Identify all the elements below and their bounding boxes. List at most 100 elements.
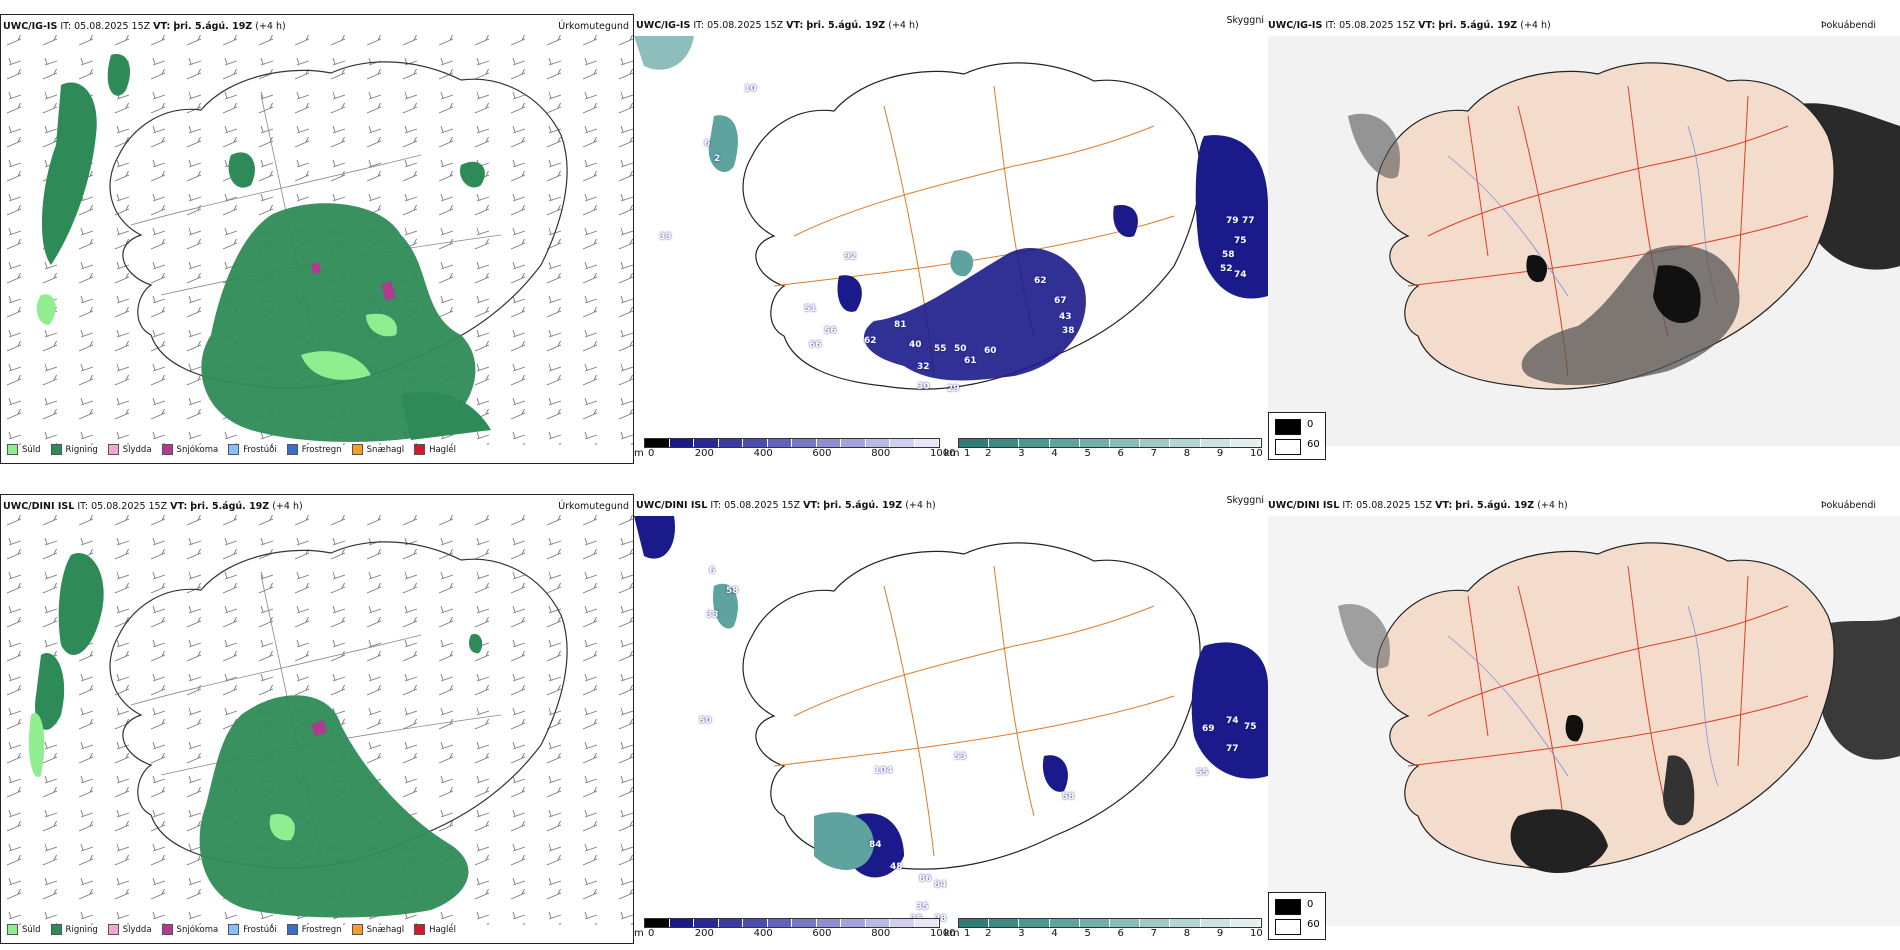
rain-area (201, 203, 476, 442)
colorbar-unit: m (634, 448, 644, 459)
legend-swatch (228, 924, 240, 935)
drizzle-area (36, 294, 56, 325)
fog-area (1653, 265, 1701, 324)
colorbar-tick-label: 6 (1117, 448, 1124, 459)
drizzle-area (301, 351, 371, 380)
visibility-value-label: 48 (890, 862, 903, 872)
colorbar-segment (989, 919, 1020, 927)
legend-swatch (7, 924, 18, 935)
snow-spot (311, 720, 327, 736)
low-vis-area (708, 115, 738, 173)
colorbar-tick-label: 1000 (930, 928, 956, 939)
visibility-value-label: 92 (844, 252, 857, 262)
panel-header: UWC/DINI ISL IT: 05.08.2025 15Z VT: þri.… (636, 500, 936, 511)
legend-item: Rigning (50, 444, 98, 455)
legend-item: Snjókoma (161, 924, 219, 935)
fog-area (1348, 113, 1400, 179)
legend-item: Haglél (414, 924, 456, 935)
drizzle-area (366, 313, 397, 337)
visibility-value-label: 56 (824, 326, 837, 336)
visibility-map (634, 516, 1268, 878)
colorbar-segment (694, 439, 719, 447)
colorbar-segment (959, 439, 990, 447)
visibility-value-label: 104 (874, 766, 893, 776)
legend-label: Snjókoma (176, 924, 219, 935)
visibility-value-label: 84 (934, 880, 947, 890)
colorbar-tick-label: 600 (812, 448, 832, 459)
colorbar-segment (645, 439, 670, 447)
iceland-outline (1376, 542, 1835, 870)
colorbar-segment (743, 439, 768, 447)
colorbar-segment (792, 919, 817, 927)
legend-item: Frostúði (228, 924, 277, 935)
panel-header: UWC/IG-IS IT: 05.08.2025 15Z VT: þri. 5.… (636, 20, 919, 31)
visibility-value-label: 75 (1244, 722, 1257, 732)
panel-header: UWC/IG-IS IT: 05.08.2025 15Z VT: þri. 5.… (3, 21, 286, 32)
variable-title: Úrkomutegund (558, 21, 629, 32)
fog-area (1663, 755, 1695, 826)
terrain-colorbar: m 0 200 400 600 800 1000 (634, 438, 955, 464)
colorbar-unit: km (944, 928, 960, 939)
colorbar-tick-label: 9 (1216, 448, 1224, 459)
legend-swatch (414, 444, 426, 455)
colorbar-tick-label: 5 (1084, 448, 1091, 459)
visibility-value-label: 84 (869, 840, 882, 850)
precip-panel-row2: UWC/DINI ISL IT: 05.08.2025 15Z VT: þri.… (0, 494, 634, 944)
colorbar-tick-label: 0 (648, 448, 655, 459)
colorbar-segment (1170, 439, 1201, 447)
colorbar-tick-label: 4 (1051, 928, 1058, 939)
visibility-value-label: 62 (1034, 276, 1047, 286)
snow-spot (311, 262, 321, 274)
colorbar-segment (1200, 439, 1231, 447)
fog-legend-white-swatch (1275, 919, 1301, 935)
colorbar-segment (1140, 919, 1171, 927)
visibility-value-label: 38 (1062, 326, 1075, 336)
legend-swatch (351, 924, 363, 935)
legend-item: Rigning (50, 924, 98, 935)
colorbar-tick-label: 800 (871, 448, 891, 459)
visibility-value-label: 61 (964, 356, 977, 366)
visibility-value-label: 6 (704, 139, 711, 149)
legend-swatch (161, 924, 173, 935)
legend-item: Frostúði (228, 444, 277, 455)
fog-legend-white-label: 60 (1307, 439, 1320, 450)
precip-legend: Súld Rigning Slydda Snjókoma Frostúði Frostre… (7, 444, 456, 455)
panel-header: UWC/DINI ISL IT: 05.08.2025 15Z VT: þri.… (1268, 500, 1568, 511)
visibility-value-label: 74 (1226, 716, 1239, 726)
low-vis-area (950, 250, 974, 277)
colorbar-segment (1049, 919, 1080, 927)
colorbar-segment (718, 439, 743, 447)
legend-item: Frostregn (286, 444, 342, 455)
visibility-value-label: 79 (1226, 216, 1239, 226)
colorbar-segment (669, 439, 694, 447)
legend-label: Snæhagl (366, 924, 405, 935)
low-vis-area (634, 36, 694, 70)
fog-legend-black-label: 0 (1307, 419, 1314, 430)
iceland-outline (742, 542, 1201, 870)
legend-item: Snæhagl (351, 924, 405, 935)
visibility-value-label: 35 (916, 902, 929, 912)
colorbar-tick-label: 0 (648, 928, 655, 939)
colorbar-segment (865, 919, 890, 927)
legend-label: Snjókoma (176, 444, 219, 455)
colorbar-segment (718, 919, 743, 927)
legend-swatch (50, 924, 62, 935)
visibility-value-label: 62 (864, 336, 877, 346)
legend-label: Slydda (122, 444, 152, 455)
legend-swatch (50, 444, 62, 455)
legend-item: Haglél (414, 444, 456, 455)
visibility-value-label: 51 (804, 304, 817, 314)
visibility-value-label: 6 (709, 566, 716, 576)
legend-label: Rigning (65, 444, 98, 455)
legend-label: Slydda (122, 924, 152, 935)
colorbar-tick-label: 1 (964, 448, 971, 459)
panel-header: UWC/DINI ISL IT: 05.08.2025 15Z VT: þri.… (3, 501, 303, 512)
visibility-value-label: 60 (984, 346, 997, 356)
colorbar-tick-label: 3 (1018, 928, 1025, 939)
colorbar-segment (841, 919, 866, 927)
visibility-value-label: 86 (919, 874, 932, 884)
legend-label: Haglél (429, 924, 457, 935)
visibility-value-label: 81 (894, 320, 907, 330)
low-vis-area (1195, 135, 1268, 299)
legend-swatch (286, 924, 298, 935)
